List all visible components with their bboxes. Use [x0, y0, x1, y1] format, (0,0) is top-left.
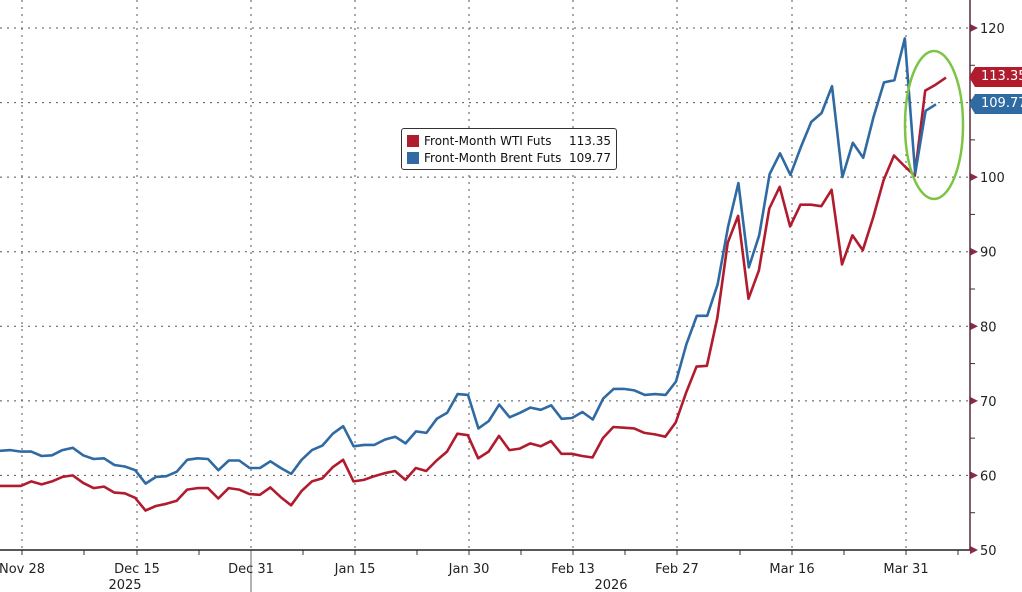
legend-item-wti: Front-Month WTI Futs 113.35 [407, 132, 611, 149]
y-tick-label: 90 [980, 246, 997, 261]
wti-swatch-icon [407, 134, 419, 147]
x-axis-labels: Nov 28 Dec 15 Dec 31 Jan 15 Jan 30 Feb 13 Feb … [0, 562, 929, 592]
y-tick-label: 80 [980, 320, 997, 335]
x-tick-label: Jan 30 [448, 562, 490, 577]
y-tick-marker-icon [970, 546, 978, 554]
year-label: 2026 [594, 578, 627, 592]
brent-swatch-icon [407, 151, 419, 164]
series-lines [0, 37, 947, 512]
y-tick-marker-icon [970, 247, 978, 256]
x-tick-label: Feb 27 [655, 562, 699, 577]
x-tick-label: Mar 16 [769, 562, 814, 577]
highlight-ellipse [903, 49, 965, 201]
y-tick-label: 50 [980, 544, 997, 559]
x-tick-label: Nov 28 [0, 562, 45, 577]
legend-value: 113.35 [569, 133, 611, 148]
y-tick-marker-icon [970, 322, 978, 331]
y-tick-label: 100 [980, 171, 1005, 186]
axes [0, 0, 978, 592]
y-tick-label: 60 [980, 469, 997, 484]
y-tick-marker-icon [970, 396, 978, 405]
x-tick-label: Dec 31 [228, 562, 274, 577]
wti-price-tag: 113.35 [969, 67, 1022, 87]
y-axis-labels: 50 60 70 80 90 100 120 [980, 22, 1005, 559]
y-tick-marker-icon [970, 471, 978, 480]
y-tick-marker-icon [970, 24, 978, 32]
x-tick-label: Mar 31 [883, 562, 928, 577]
brent-line [0, 37, 937, 485]
y-tick-marker-icon [970, 173, 978, 182]
y-tick-label: 70 [980, 395, 997, 410]
x-tick-label: Feb 13 [551, 562, 595, 577]
legend-label: Front-Month Brent Futs [424, 150, 562, 165]
y-tick-label: 120 [980, 22, 1005, 37]
legend-label: Front-Month WTI Futs [424, 133, 552, 148]
year-label: 2025 [108, 578, 141, 592]
wti-line [0, 76, 947, 512]
gridlines [0, 0, 970, 550]
legend-value: 109.77 [569, 150, 611, 165]
legend-item-brent: Front-Month Brent Futs 109.77 [407, 149, 611, 166]
brent-price-tag: 109.77 [969, 94, 1022, 114]
x-tick-label: Dec 15 [114, 562, 160, 577]
x-tick-label: Jan 15 [334, 562, 376, 577]
legend: Front-Month WTI Futs 113.35 Front-Month … [401, 128, 617, 170]
